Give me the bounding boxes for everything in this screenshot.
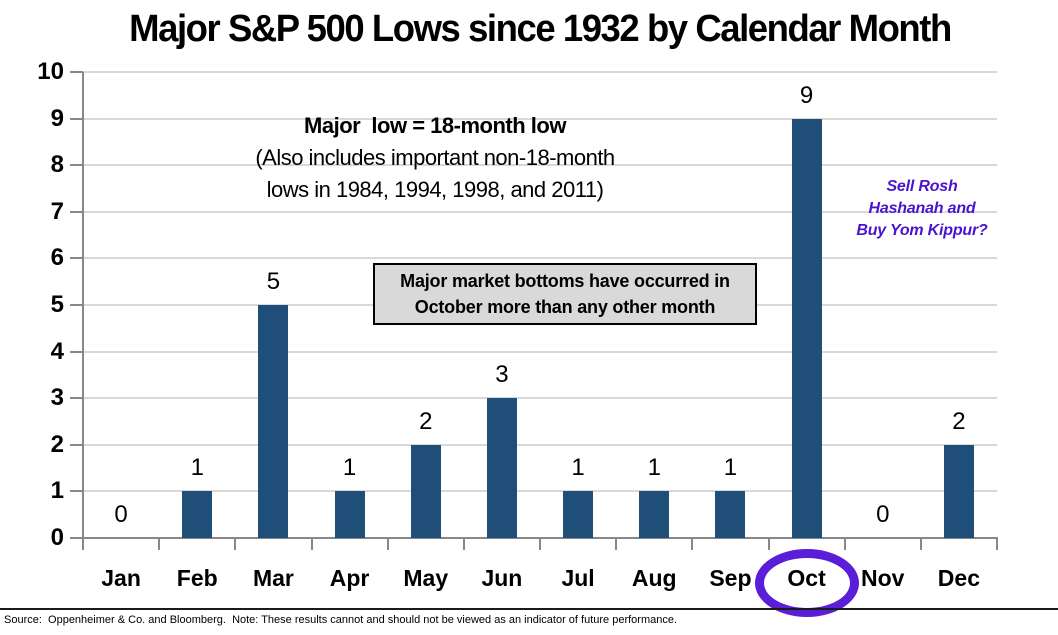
x-axis-tick-3 bbox=[310, 538, 313, 550]
x-axis-tick-4 bbox=[386, 538, 389, 550]
rosh-hashanah-note: Sell Rosh Hashanah and Buy Yom Kippur? bbox=[837, 176, 1007, 242]
october-callout-line1: Major market bottoms have occurred in bbox=[400, 271, 730, 291]
value-label-jan: 0 bbox=[114, 501, 128, 528]
bar-may bbox=[410, 444, 441, 538]
y-axis-label-9: 9 bbox=[50, 104, 64, 132]
bar-aug bbox=[639, 491, 670, 538]
source-note: Source: Oppenheimer & Co. and Bloomberg.… bbox=[4, 614, 678, 626]
x-axis-label-dec: Dec bbox=[937, 565, 980, 591]
y-axis-tick-5 bbox=[70, 304, 83, 306]
y-axis-tick-10 bbox=[70, 71, 83, 73]
definition-note-line1: Major low = 18-month low bbox=[304, 113, 566, 138]
gridline-y2 bbox=[83, 443, 997, 446]
bar-apr bbox=[334, 491, 365, 538]
y-axis-label-2: 2 bbox=[50, 430, 64, 458]
gridline-y7 bbox=[83, 210, 997, 213]
y-axis-tick-0 bbox=[70, 537, 83, 539]
bar-sep bbox=[715, 491, 746, 538]
rosh-hashanah-note-line2: Hashanah and bbox=[868, 200, 976, 217]
x-axis-tick-8 bbox=[691, 538, 694, 550]
x-axis-tick-12 bbox=[996, 538, 998, 550]
x-axis-label-apr: Apr bbox=[329, 565, 370, 591]
y-axis-label-10: 10 bbox=[37, 58, 64, 85]
bar-jun bbox=[486, 398, 517, 538]
value-label-may: 2 bbox=[419, 407, 433, 435]
y-axis-tick-2 bbox=[70, 443, 83, 446]
x-axis-tick-2 bbox=[234, 538, 237, 550]
x-axis-label-mar: Mar bbox=[252, 565, 294, 591]
value-label-sep: 1 bbox=[723, 454, 738, 482]
value-label-dec: 2 bbox=[952, 407, 966, 435]
gridline-y6 bbox=[83, 257, 997, 260]
bar-dec bbox=[943, 444, 974, 538]
y-axis-tick-3 bbox=[70, 397, 83, 400]
gridline-y8 bbox=[83, 164, 997, 167]
y-axis-tick-4 bbox=[70, 350, 83, 353]
y-axis-label-7: 7 bbox=[50, 197, 64, 225]
value-label-aug: 1 bbox=[647, 454, 661, 482]
x-axis-label-feb: Feb bbox=[176, 565, 218, 591]
footer-divider bbox=[0, 608, 1058, 610]
value-label-apr: 1 bbox=[342, 454, 357, 482]
definition-note-line3: lows in 1984, 1994, 1998, and 2011) bbox=[266, 177, 604, 202]
chart-title: Major S&P 500 Lows since 1932 by Calenda… bbox=[129, 8, 952, 50]
value-label-jul: 1 bbox=[571, 454, 585, 482]
october-highlight-circle bbox=[755, 549, 859, 617]
x-axis-label-jul: Jul bbox=[561, 565, 595, 591]
x-axis-tick-9 bbox=[767, 538, 770, 550]
value-label-oct: 9 bbox=[799, 81, 814, 109]
x-axis-label-aug: Aug bbox=[631, 565, 677, 591]
y-axis-label-6: 6 bbox=[50, 244, 64, 272]
bar-jul bbox=[563, 491, 594, 538]
bar-feb bbox=[182, 491, 213, 538]
y-axis-tick-7 bbox=[70, 210, 83, 213]
gridline-y4 bbox=[83, 350, 997, 353]
y-axis-label-4: 4 bbox=[50, 337, 64, 365]
y-axis-label-3: 3 bbox=[50, 384, 64, 412]
x-axis-tick-1 bbox=[158, 538, 161, 550]
value-label-nov: 0 bbox=[876, 501, 890, 528]
y-axis-tick-1 bbox=[70, 490, 83, 493]
rosh-hashanah-note-line3: Buy Yom Kippur? bbox=[856, 222, 988, 239]
value-label-jun: 3 bbox=[495, 361, 509, 389]
y-axis-line bbox=[82, 72, 84, 538]
value-label-feb: 1 bbox=[190, 454, 204, 482]
x-axis-tick-11 bbox=[919, 538, 922, 550]
y-axis-label-8: 8 bbox=[50, 151, 64, 179]
y-axis-tick-9 bbox=[70, 117, 83, 120]
definition-note-line2: (Also includes important non-18-month bbox=[255, 145, 615, 170]
gridline-y3 bbox=[83, 397, 997, 400]
x-axis-tick-6 bbox=[539, 538, 541, 550]
rosh-hashanah-note-line1: Sell Rosh bbox=[886, 178, 958, 195]
october-callout-line2: October more than any other month bbox=[414, 297, 716, 317]
x-axis-tick-0 bbox=[82, 538, 84, 550]
bar-mar bbox=[258, 305, 289, 538]
gridline-y1 bbox=[83, 490, 997, 493]
y-axis-label-1: 1 bbox=[50, 477, 64, 505]
x-axis-label-sep: Sep bbox=[709, 565, 752, 591]
x-axis-tick-10 bbox=[843, 538, 846, 550]
x-axis-tick-7 bbox=[615, 538, 618, 550]
gridline-y10 bbox=[83, 71, 997, 73]
definition-note: Major low = 18-month low (Also includes … bbox=[175, 110, 695, 206]
y-axis-label-5: 5 bbox=[50, 291, 64, 318]
y-axis-label-0: 0 bbox=[50, 524, 64, 551]
x-axis-label-jun: Jun bbox=[481, 565, 523, 591]
x-axis-label-nov: Nov bbox=[861, 565, 905, 591]
gridline-y9 bbox=[83, 117, 997, 120]
x-axis-tick-5 bbox=[462, 538, 465, 550]
value-label-mar: 5 bbox=[266, 268, 281, 295]
y-axis-tick-8 bbox=[70, 164, 83, 167]
bar-oct bbox=[791, 118, 822, 538]
x-axis-label-jan: Jan bbox=[101, 565, 141, 591]
x-axis-label-may: May bbox=[403, 565, 449, 591]
y-axis-tick-6 bbox=[70, 257, 83, 260]
october-callout-box: Major market bottoms have occurred in Oc… bbox=[373, 263, 757, 325]
